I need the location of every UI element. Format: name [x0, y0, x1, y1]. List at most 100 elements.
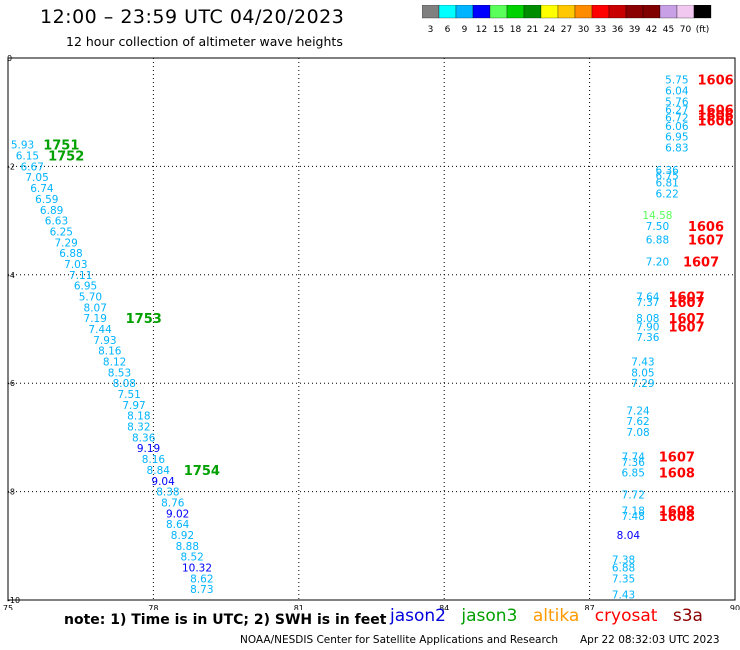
colorbar-label: 6	[445, 25, 451, 35]
y-tick-label: -8	[7, 488, 15, 497]
pass-time-label: 1607	[668, 296, 704, 311]
swh-value-label: 6.81	[655, 178, 678, 190]
colorbar-label: 9	[462, 25, 468, 35]
swh-value-label: 8.32	[127, 422, 150, 434]
swh-value-label: 7.44	[88, 324, 112, 336]
pass-time-label: 1606	[698, 114, 734, 129]
pass-time-label: 1751	[43, 139, 79, 154]
pass-time-label: 1607	[683, 255, 719, 270]
swh-value-label: 7.72	[622, 489, 645, 501]
x-tick-label: 75	[3, 604, 13, 610]
swh-value-label: 10.32	[182, 562, 212, 574]
swh-value-label: 7.20	[646, 256, 669, 268]
swh-value-label: 7.93	[93, 335, 116, 347]
swh-value-label: 8.36	[132, 432, 156, 444]
swh-value-label: 6.72	[665, 113, 688, 125]
swh-value-label: 6.88	[59, 248, 82, 260]
x-tick-label: 81	[294, 604, 304, 610]
legend-cryosat: cryosat	[594, 606, 658, 626]
swh-value-label: 8.08	[636, 313, 659, 325]
colorbar-label: 30	[578, 25, 590, 35]
swh-value-label: 14.58	[642, 210, 672, 222]
swh-value-label: 6.89	[40, 205, 63, 217]
swh-value-label: 7.18	[622, 506, 645, 518]
swh-value-label: 5.75	[665, 75, 688, 87]
colorbar-label: 21	[527, 25, 538, 35]
swh-value-label: 8.92	[171, 530, 194, 542]
swh-value-label: 6.75	[655, 171, 678, 183]
swh-value-label: 7.43	[631, 357, 654, 369]
swh-value-label: 6.63	[45, 216, 68, 228]
pass-time-label: 1754	[184, 464, 220, 479]
chart-title: 12:00 – 23:59 UTC 04/20/2023	[40, 6, 345, 28]
legend-jason2: jason2	[390, 606, 446, 626]
swh-value-label: 8.52	[180, 552, 203, 564]
credit-line: NOAA/NESDIS Center for Satellite Applica…	[240, 634, 558, 646]
swh-value-label: 7.29	[54, 237, 77, 249]
y-tick-label: -6	[7, 379, 15, 388]
colorbar-label: 27	[561, 25, 572, 35]
pass-time-label: 1607	[668, 320, 704, 335]
swh-value-label: 7.97	[122, 400, 145, 412]
colorbar-label: 15	[493, 25, 504, 35]
swh-value-label: 8.73	[190, 584, 213, 596]
footer-note: note: 1) Time is in UTC; 2) SWH is in fe…	[64, 612, 387, 628]
pass-time-label: 1607	[659, 450, 695, 465]
swh-value-label: 6.95	[74, 281, 97, 293]
pass-time-label: 1606	[698, 74, 734, 89]
swh-value-label: 7.19	[84, 313, 107, 325]
swh-value-label: 5.76	[665, 96, 689, 108]
swh-value-label: 7.36	[622, 457, 646, 469]
colorbar-label: 42	[646, 25, 657, 35]
pass-time-label: 1608	[659, 467, 695, 482]
swh-value-label: 7.11	[69, 270, 92, 282]
swh-value-label: 6.15	[16, 151, 39, 163]
colorbar-label: 24	[544, 25, 556, 35]
colorbar-label: 45	[663, 25, 674, 35]
swh-value-label: 9.19	[137, 443, 160, 455]
swh-value-label: 8.38	[156, 487, 179, 499]
swh-value-label: 8.84	[147, 465, 171, 477]
x-tick-label: 90	[730, 604, 740, 610]
swh-value-label: 6.06	[665, 121, 689, 133]
pass-time-label: 1753	[126, 312, 162, 327]
swh-value-label: 7.35	[612, 573, 635, 585]
pass-time-label: 1752	[48, 150, 84, 165]
swh-value-label: 5.93	[11, 140, 34, 152]
colorbar-label: 36	[612, 25, 624, 35]
swh-value-label: 7.37	[636, 297, 659, 309]
plot-frame	[7, 57, 736, 601]
swh-value-label: 6.88	[612, 562, 635, 574]
swh-value-label: 6.85	[622, 468, 645, 480]
swh-value-label: 7.29	[631, 378, 654, 390]
swh-value-label: 6.36	[655, 165, 679, 177]
swh-value-label: 8.12	[103, 357, 126, 369]
pass-time-label: 1607	[668, 312, 704, 327]
x-tick-label: 84	[439, 604, 449, 610]
pass-time-label: 1606	[698, 109, 734, 124]
pass-time-label: 1606	[698, 103, 734, 118]
colorbar-label: 18	[510, 25, 522, 35]
swh-value-label: 8.76	[161, 497, 185, 509]
swh-value-label: 7.36	[636, 332, 660, 344]
swh-value-label: 6.25	[50, 226, 73, 238]
satellite-legend: jason2 jason3 altika cryosat s3a	[390, 606, 713, 626]
swh-value-label: 7.64	[636, 291, 660, 303]
swh-value-label: 6.88	[646, 235, 669, 247]
swh-value-label: 8.16	[142, 454, 166, 466]
swh-value-label: 8.16	[98, 346, 122, 358]
colorbar-label: (ft)	[696, 25, 710, 35]
pass-time-label: 1607	[668, 290, 704, 305]
swh-value-label: 7.38	[612, 554, 635, 566]
legend-altika: altika	[532, 606, 580, 626]
colorbar-swatch	[693, 5, 712, 19]
swh-value-label: 8.53	[108, 367, 131, 379]
swh-value-label: 6.04	[665, 86, 689, 98]
swh-value-label: 7.48	[622, 511, 645, 523]
colorbar-label: 12	[476, 25, 487, 35]
pass-time-label: 1608	[659, 505, 695, 520]
legend-s3a: s3a	[672, 606, 703, 626]
swh-value-label: 7.24	[626, 405, 650, 417]
swh-value-label: 7.74	[622, 451, 646, 463]
swh-value-label: 7.08	[626, 427, 649, 439]
